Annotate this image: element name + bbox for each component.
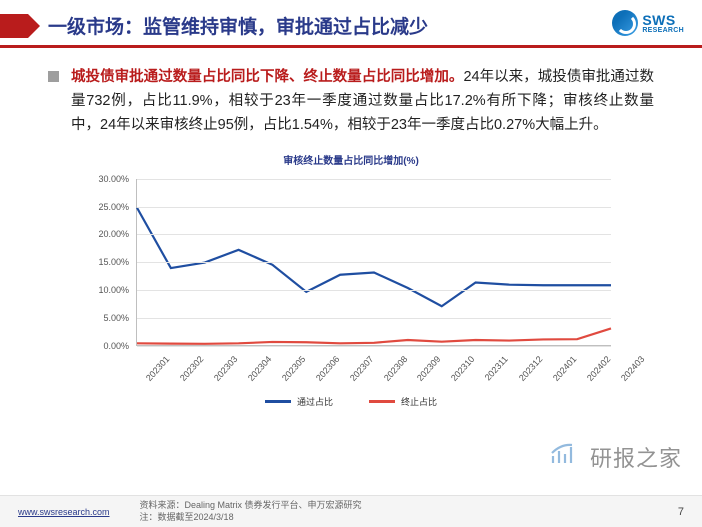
grid-line: [137, 346, 611, 347]
watermark-bar-icon: [550, 442, 584, 472]
x-tick-label: 202401: [551, 354, 579, 383]
footer: www.swsresearch.com 资料来源：Dealing Matrix …: [0, 495, 702, 527]
y-tick-label: 25.00%: [81, 202, 129, 212]
logo-text-sws: SWS: [642, 13, 684, 27]
x-tick-label: 202308: [381, 354, 409, 383]
y-tick-label: 20.00%: [81, 229, 129, 239]
chart-title: 审核终止数量占比同比增加(%): [81, 152, 621, 167]
x-tick-label: 202304: [246, 354, 274, 383]
footer-page-number: 7: [678, 506, 684, 518]
grid-line: [137, 179, 611, 180]
x-tick-label: 202306: [314, 354, 342, 383]
y-tick-label: 0.00%: [81, 341, 129, 351]
grid-line: [137, 207, 611, 208]
logo-text-research: RESEARCH: [642, 27, 684, 34]
x-tick-label: 202309: [415, 354, 443, 383]
y-tick-label: 5.00%: [81, 313, 129, 323]
x-tick-label: 202403: [619, 354, 647, 383]
paragraph: 城投债审批通过数量占比同比下降、终止数量占比同比增加。24年以来，城投债审批通过…: [71, 66, 654, 138]
y-tick-label: 30.00%: [81, 174, 129, 184]
grid-line: [137, 318, 611, 319]
x-tick-label: 202307: [348, 354, 376, 383]
grid-line: [137, 234, 611, 235]
footer-url[interactable]: www.swsresearch.com: [18, 507, 110, 517]
logo-swirl-icon: [612, 10, 638, 36]
x-tick-label: 202305: [280, 354, 308, 383]
header: 一级市场：监管维持审慎，审批通过占比减少 SWS RESEARCH: [0, 0, 702, 48]
lead-text: 城投债审批通过数量占比同比下降、终止数量占比同比增加。: [71, 69, 463, 85]
series-line-0: [137, 208, 611, 306]
bullet-square-icon: [48, 71, 59, 82]
footer-source: 资料来源：Dealing Matrix 债券发行平台、申万宏源研究 注：数据截至…: [140, 500, 362, 523]
series-line-1: [137, 328, 611, 343]
accent-tab: [0, 14, 28, 38]
chart-container: 审核终止数量占比同比增加(%) 0.00% 5.00% 10.00% 15.00% 20…: [81, 152, 621, 408]
grid-line: [137, 262, 611, 263]
y-tick-label: 10.00%: [81, 285, 129, 295]
slide: 一级市场：监管维持审慎，审批通过占比减少 SWS RESEARCH 城投债审批通…: [0, 0, 702, 527]
watermark-text: 研报之家: [590, 441, 682, 473]
watermark: 研报之家: [550, 441, 682, 473]
grid-line: [137, 290, 611, 291]
bullet-row: 城投债审批通过数量占比同比下降、终止数量占比同比增加。24年以来，城投债审批通过…: [48, 66, 654, 138]
x-tick-label: 202301: [144, 354, 172, 383]
footer-source-line2: 注：数据截至2024/3/18: [140, 512, 362, 523]
x-tick-label: 202302: [178, 354, 206, 383]
x-tick-label: 202402: [585, 354, 613, 383]
x-tick-label: 202303: [212, 354, 240, 383]
page-title: 一级市场：监管维持审慎，审批通过占比减少: [48, 12, 428, 39]
x-tick-label: 202310: [449, 354, 477, 383]
line-chart: 0.00% 5.00% 10.00% 15.00% 20.00% 25.00% 30.00%…: [81, 171, 621, 401]
y-tick-label: 15.00%: [81, 257, 129, 267]
footer-source-line1: 资料来源：Dealing Matrix 债券发行平台、申万宏源研究: [140, 500, 362, 511]
x-tick-label: 202312: [517, 354, 545, 383]
plot-area: [136, 179, 611, 346]
sws-logo: SWS RESEARCH: [612, 10, 684, 36]
content-body: 城投债审批通过数量占比同比下降、终止数量占比同比增加。24年以来，城投债审批通过…: [0, 48, 702, 408]
x-tick-label: 202311: [483, 354, 510, 383]
